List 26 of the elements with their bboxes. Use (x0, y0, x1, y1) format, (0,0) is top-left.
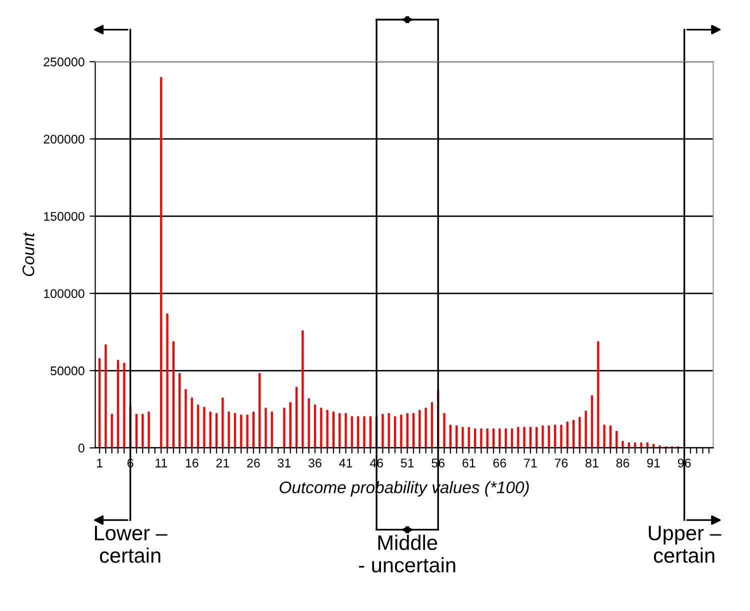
x-tick-label: 1 (97, 458, 102, 468)
x-tick-label: 66 (493, 458, 506, 468)
y-tick-label: 250000 (44, 58, 84, 66)
y-tick-label: 50000 (50, 366, 84, 376)
x-tick-label: 61 (462, 458, 476, 468)
x-tick-label: 26 (247, 458, 260, 468)
legend-label: Middle - uncertain (359, 534, 456, 572)
y-tick-label: 200000 (44, 134, 84, 144)
ref-line-label: Lower – certain (94, 526, 168, 563)
y-axis-title: Count (22, 232, 34, 276)
x-tick-label: 11 (156, 458, 167, 468)
x-tick-label: 51 (400, 458, 414, 468)
x-tick-label: 81 (586, 458, 598, 468)
y-tick-label: 100000 (44, 289, 84, 298)
x-tick-label: 16 (186, 458, 198, 468)
x-tick-label: 71 (524, 458, 537, 468)
ref-line-label: Upper – certain (648, 526, 722, 563)
y-tick-label: 150000 (44, 212, 84, 221)
x-tick-label: 76 (554, 458, 568, 468)
x-tick-label: 86 (616, 458, 630, 468)
x-tick-label: 91 (647, 458, 660, 468)
y-tick-label: 0 (78, 444, 84, 453)
x-tick-label: 21 (216, 458, 230, 468)
x-tick-label: 36 (308, 458, 322, 468)
x-tick-label: 31 (278, 458, 291, 468)
x-tick-label: 41 (339, 458, 352, 468)
